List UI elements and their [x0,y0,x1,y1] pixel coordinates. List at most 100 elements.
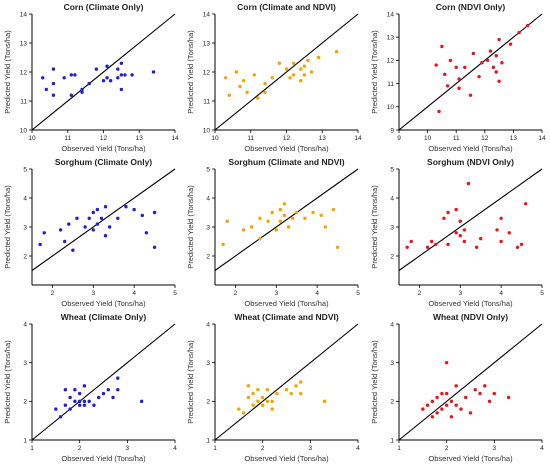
data-point [507,231,511,235]
data-point [261,395,265,400]
data-point [69,73,74,77]
data-point [291,216,295,220]
data-point [58,415,63,419]
data-point [270,399,275,404]
data-point [51,81,56,86]
data-point [77,399,82,404]
chart-title: Wheat (Climate Only) [61,312,147,322]
data-point [299,391,303,396]
data-point [445,242,450,247]
data-point [263,81,268,86]
y-tick-label: 13 [20,40,28,47]
y-axis-label: Predicted Yield (Tons/ha) [370,30,379,114]
data-point [270,210,275,215]
data-point [444,391,448,396]
x-tick-label: 12 [481,135,489,142]
data-point [92,403,96,407]
y-tick-label: 10 [386,104,394,111]
data-point [238,84,243,89]
data-point [433,242,438,247]
data-point [69,93,74,97]
x-tick-label: 9 [397,135,401,142]
data-point [311,210,316,215]
y-tick-label: 11 [20,98,27,105]
data-point [295,210,299,215]
data-point [449,415,453,419]
scatter-chart: Sorghum (Climate Only) 2 3 4 5 2 3 4 5 Observed Y… [3,157,177,308]
chart-title: Corn (Climate and NDVI) [237,2,336,12]
data-point [435,411,439,415]
scatter-panel: Corn (Climate Only) 10 11 12 13 14 10 11 12 13 14 O… [0,0,183,154]
data-point [227,93,232,97]
x-axis-label: Observed Yield (Tons/ha) [428,454,513,463]
data-point [97,395,101,400]
data-point [442,72,447,77]
y-axis-label: Predicted Yield (Tons/ha) [3,30,12,114]
data-point [44,87,48,92]
data-point [116,376,120,380]
y-axis-label: Predicted Yield (Tons/ha) [3,185,12,269]
data-point [250,225,254,229]
data-point [515,245,519,249]
y-tick-label: 10 [20,127,28,134]
data-point [430,399,434,404]
data-point [71,248,75,252]
data-point [116,76,120,80]
data-point [405,245,409,249]
x-tick-label: 3 [275,290,279,297]
one-to-one-line [31,323,176,441]
scatter-panel: Wheat (Climate Only) 1 2 3 4 1 2 3 4 Observed Yie… [0,310,183,464]
data-point [119,61,124,65]
data-point [54,407,58,411]
data-point [111,395,115,400]
chart-title: Sorghum (Climate Only) [55,157,152,167]
x-axis-label: Observed Yield (Tons/ha) [245,454,330,463]
data-point [107,225,112,229]
data-point [80,90,84,95]
data-point [292,61,296,65]
x-axis-label: Observed Yield (Tons/ha) [428,299,513,308]
data-point [444,360,448,365]
data-point [75,216,79,220]
data-point [456,77,461,81]
data-point [95,207,100,212]
data-point [336,245,340,249]
x-tick-label: 2 [234,290,238,297]
data-point [435,395,439,400]
scatter-panel: Sorghum (NDVI Only) 2 3 4 5 2 3 4 5 Observed Yiel… [367,155,550,309]
data-point [319,213,324,218]
data-point [87,216,91,220]
x-tick-label: 3 [126,445,130,452]
data-point [323,225,328,229]
y-axis-label: Predicted Yield (Tons/ha) [186,185,195,269]
y-tick-label: 12 [386,58,394,65]
data-point [101,391,106,396]
data-point [494,54,498,58]
data-point [91,210,95,215]
x-tick-label: 3 [458,290,462,297]
x-tick-label: 13 [319,135,327,142]
data-point [42,231,46,235]
x-tick-label: 11 [64,135,71,142]
data-point [67,222,71,226]
data-point [258,216,262,220]
x-tick-label: 4 [132,290,136,297]
data-point [283,213,287,218]
x-tick-label: 4 [540,445,544,452]
y-tick-label: 4 [390,195,394,202]
data-point [420,407,425,411]
data-point [454,231,458,235]
data-point [277,61,282,65]
data-point [237,407,241,411]
data-point [245,90,250,95]
data-point [258,236,262,241]
y-tick-label: 3 [207,360,211,367]
data-point [496,79,501,83]
data-point [80,87,84,92]
x-tick-label: 10 [212,135,220,142]
x-tick-label: 2 [261,445,265,452]
data-point [263,90,268,95]
x-tick-label: 14 [171,135,179,142]
data-point [152,245,157,249]
